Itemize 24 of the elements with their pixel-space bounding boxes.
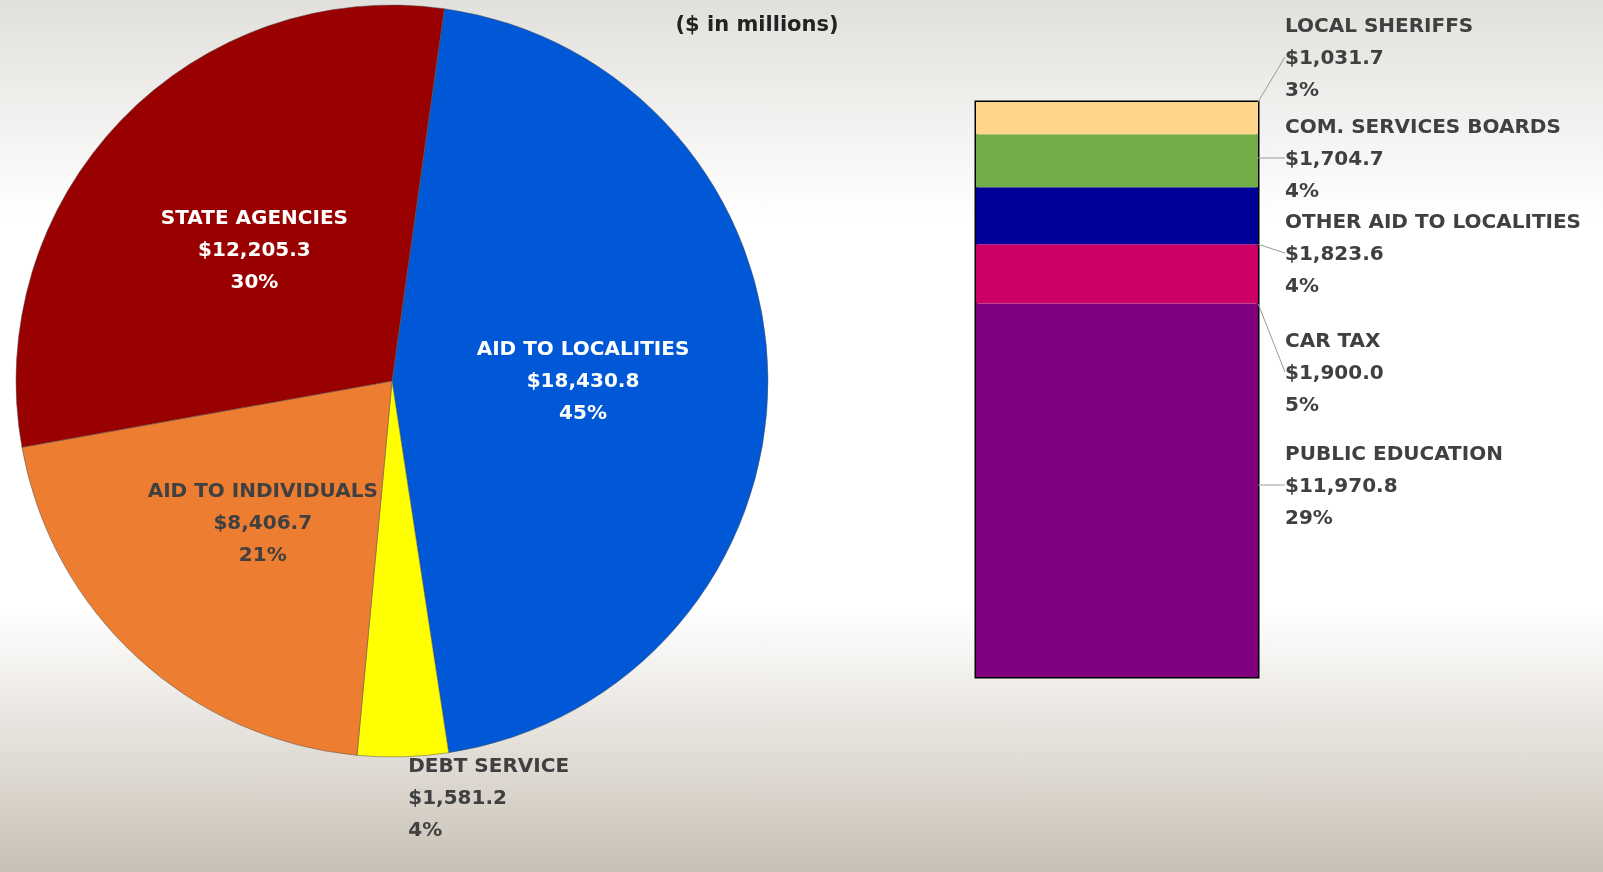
data-label: $12,205.3 30%: [198, 236, 311, 293]
data-label: $8,406.7 21%: [213, 509, 313, 566]
data-label: $18,430.8 45%: [526, 367, 640, 424]
series-label: PUBLIC EDUCATION: [1285, 441, 1503, 465]
text: LOCAL SHERIFFS: [1285, 13, 1474, 37]
bar: [976, 134, 1258, 188]
data-label: $1,900.0 5%: [1285, 360, 1384, 416]
series-label: CAR TAX: [1285, 328, 1382, 352]
bar: [976, 303, 1258, 677]
series-label: COM. SERVICES BOARDS: [1285, 114, 1561, 138]
data-label: $1,581.2 4%: [408, 784, 507, 841]
slice-label: AID TO INDIVIDUALS: [147, 477, 378, 502]
slice-label: DEBT SERVICE: [408, 752, 570, 777]
data-label: $1,704.7 4%: [1285, 146, 1384, 202]
data-label: $1,031.7 3%: [1285, 45, 1384, 101]
data-label: $11,970.8 29%: [1285, 473, 1398, 529]
slice-label: STATE AGENCIES: [160, 204, 349, 229]
data-label: $1,823.6 4%: [1285, 241, 1384, 297]
series-label: OTHER AID TO LOCALITIES: [1285, 209, 1582, 233]
bar: [976, 244, 1258, 304]
bar: [976, 187, 1258, 245]
slice-label: AID TO LOCALITIES: [476, 335, 690, 360]
bar: [976, 102, 1258, 135]
chart-title: ($ in millions): [675, 11, 839, 36]
